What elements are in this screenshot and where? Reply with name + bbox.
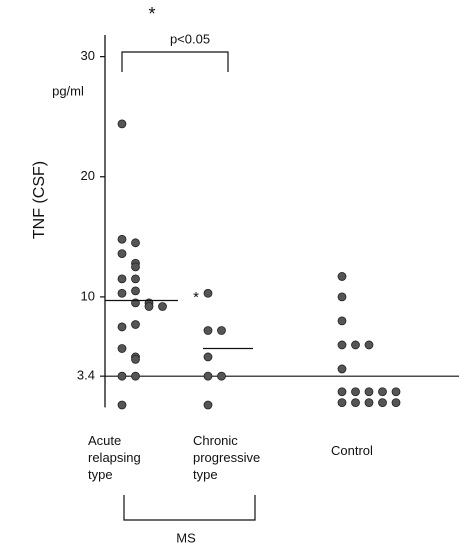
data-point (364, 387, 374, 397)
data-point (158, 302, 167, 311)
significance-bracket (121, 51, 229, 72)
data-point (131, 354, 140, 364)
data-point (391, 387, 401, 397)
data-point (117, 249, 127, 259)
data-point (337, 272, 347, 281)
data-point (351, 398, 360, 407)
significance-star: * (193, 289, 199, 306)
data-point (203, 352, 213, 362)
data-point (337, 292, 347, 302)
data-point (203, 288, 213, 298)
data-point (131, 286, 140, 296)
data-point (217, 371, 226, 381)
data-point (378, 398, 387, 407)
data-point (117, 344, 127, 353)
data-point (378, 387, 387, 397)
data-point (131, 262, 140, 272)
data-point (117, 274, 127, 284)
y-tick-label: 3.4 (77, 368, 95, 383)
data-point (117, 371, 127, 381)
data-point (351, 340, 360, 350)
category-label: Acute relapsing type (88, 433, 141, 482)
data-point (117, 322, 127, 332)
data-point (117, 234, 127, 244)
data-point (203, 371, 213, 381)
data-point (131, 371, 140, 381)
data-point (131, 238, 140, 248)
category-label: Control (331, 443, 373, 458)
data-point (351, 387, 360, 397)
y-unit: pg/ml (52, 83, 84, 98)
data-point (337, 316, 347, 326)
data-point (131, 320, 140, 329)
data-point (364, 340, 374, 350)
category-label: Chronic progressive type (193, 433, 261, 482)
p-value: p<0.05 (170, 31, 210, 46)
data-point (117, 288, 127, 298)
data-point (203, 326, 213, 335)
data-point (131, 274, 140, 284)
y-tick-label: 20 (81, 168, 95, 183)
data-point (391, 398, 401, 407)
data-point (117, 400, 127, 410)
data-point (217, 326, 226, 335)
y-tick-label: 30 (81, 48, 95, 63)
data-point (144, 302, 154, 311)
data-point (337, 340, 347, 350)
data-point (203, 400, 213, 410)
y-axis-label: TNF (CSF) (31, 161, 48, 239)
data-point (337, 398, 347, 407)
group-label: MS (176, 530, 196, 545)
significance-star: * (148, 4, 155, 24)
data-point (337, 387, 347, 397)
data-point (364, 398, 374, 407)
group-bracket (123, 495, 256, 521)
y-tick-label: 10 (81, 288, 95, 303)
data-point (337, 364, 347, 374)
data-point (117, 119, 127, 129)
